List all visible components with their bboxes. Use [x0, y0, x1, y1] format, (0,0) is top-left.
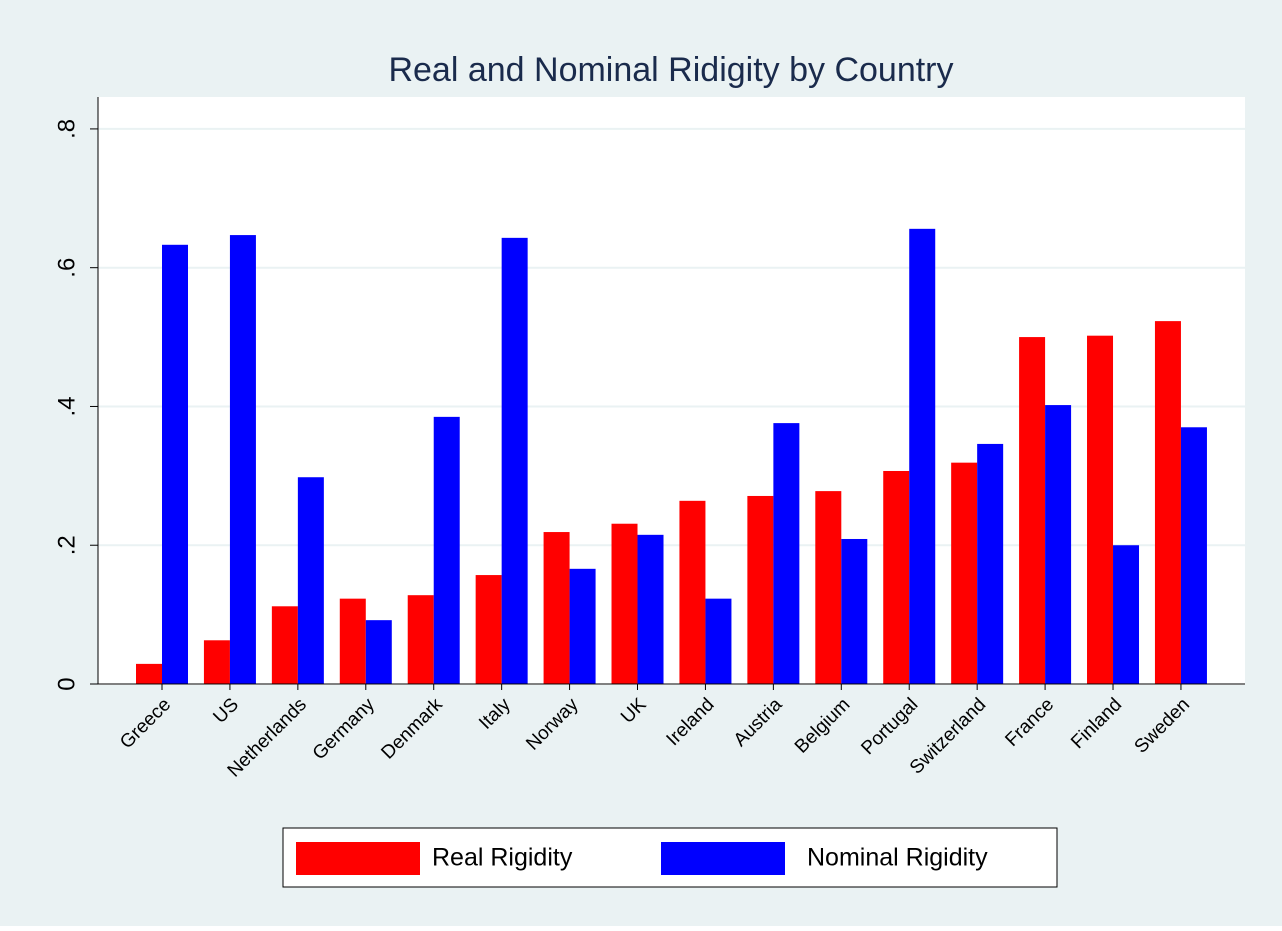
legend-swatch [296, 842, 420, 875]
bar [841, 538, 868, 684]
bar [203, 640, 230, 684]
chart-title: Real and Nominal Ridigity by Country [388, 51, 953, 89]
bar [1045, 405, 1072, 684]
bar [1019, 337, 1046, 684]
bar [951, 462, 978, 684]
legend-label: Nominal Rigidity [807, 844, 988, 872]
y-tick-label: .2 [53, 535, 80, 555]
y-tick-label: .8 [53, 119, 80, 139]
y-tick-label: .6 [53, 258, 80, 278]
bar [569, 568, 596, 684]
bar [977, 443, 1004, 684]
legend-swatch [661, 842, 785, 875]
bar [1087, 335, 1114, 684]
bar [705, 598, 732, 684]
y-tick-label: 0 [53, 677, 80, 690]
bar [271, 606, 298, 684]
bar [475, 575, 502, 684]
bar [815, 491, 842, 684]
bar [679, 500, 706, 684]
bar [136, 663, 162, 684]
bar [773, 423, 800, 684]
bar [339, 598, 366, 684]
bar [407, 595, 434, 684]
bar [1180, 427, 1207, 684]
legend-label: Real Rigidity [432, 844, 573, 872]
bar [909, 228, 936, 684]
bar [1113, 545, 1140, 684]
plot-area [98, 97, 1245, 685]
bar [747, 495, 774, 684]
bar [433, 416, 460, 684]
bar [883, 470, 910, 684]
bar [637, 534, 664, 684]
bar [229, 235, 256, 684]
bar [543, 532, 570, 684]
bar [1154, 321, 1181, 684]
bar [297, 477, 324, 684]
bar [611, 523, 638, 684]
y-tick-label: .4 [53, 396, 80, 416]
bar [501, 237, 528, 685]
bar [365, 620, 392, 684]
bar [162, 244, 188, 685]
